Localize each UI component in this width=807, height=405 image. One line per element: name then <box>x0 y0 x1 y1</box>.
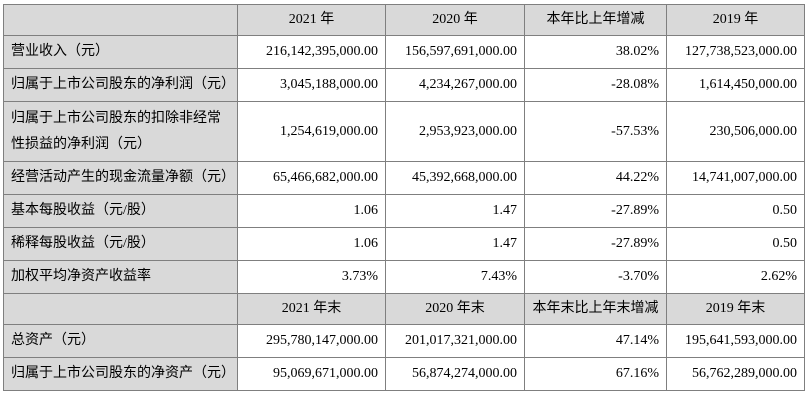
cell-value: 230,506,000.00 <box>666 101 805 162</box>
cell-value: 67.16% <box>524 357 667 391</box>
cell-value: 1.47 <box>385 194 525 228</box>
cell-value: 2.62% <box>666 260 805 294</box>
row-label: 经营活动产生的现金流量净额（元） <box>3 161 238 195</box>
cell-value: -3.70% <box>524 260 667 294</box>
cell-value: 45,392,668,000.00 <box>385 161 525 195</box>
cell-value: -57.53% <box>524 101 667 162</box>
column-header-2020-end: 2020 年末 <box>385 293 525 325</box>
table-header-row-annual: 2021 年 2020 年 本年比上年增减 2019 年 <box>3 4 805 36</box>
row-label: 加权平均净资产收益率 <box>3 260 238 294</box>
cell-value: 195,641,593,000.00 <box>666 324 805 358</box>
column-header-2021-end: 2021 年末 <box>237 293 386 325</box>
cell-value: 56,874,274,000.00 <box>385 357 525 391</box>
cell-value: 14,741,007,000.00 <box>666 161 805 195</box>
cell-value: 3,045,188,000.00 <box>237 68 386 102</box>
cell-value: -27.89% <box>524 194 667 228</box>
table-row-diluted-eps: 稀释每股收益（元/股） 1.06 1.47 -27.89% 0.50 <box>3 227 805 261</box>
cell-value: 1.06 <box>237 194 386 228</box>
table-row-total-assets: 总资产（元） 295,780,147,000.00 201,017,321,00… <box>3 324 805 358</box>
column-header-2019: 2019 年 <box>666 4 805 36</box>
table-row-net-assets: 归属于上市公司股东的净资产（元） 95,069,671,000.00 56,87… <box>3 357 805 391</box>
table-row-net-profit-excl-nonrecurring: 归属于上市公司股东的扣除非经常性损益的净利润（元） 1,254,619,000.… <box>3 101 805 162</box>
cell-value: 7.43% <box>385 260 525 294</box>
table-row-operating-cash-flow: 经营活动产生的现金流量净额（元） 65,466,682,000.00 45,39… <box>3 161 805 195</box>
header-corner-cell <box>3 293 238 325</box>
cell-value: 3.73% <box>237 260 386 294</box>
cell-value: 1.06 <box>237 227 386 261</box>
cell-value: 47.14% <box>524 324 667 358</box>
row-label: 营业收入（元） <box>3 35 238 69</box>
column-header-2019-end: 2019 年末 <box>666 293 805 325</box>
cell-value: 38.02% <box>524 35 667 69</box>
cell-value: 0.50 <box>666 194 805 228</box>
cell-value: 1,254,619,000.00 <box>237 101 386 162</box>
column-header-yoy-end-change: 本年末比上年末增减 <box>524 293 667 325</box>
cell-value: 156,597,691,000.00 <box>385 35 525 69</box>
cell-value: 4,234,267,000.00 <box>385 68 525 102</box>
cell-value: 65,466,682,000.00 <box>237 161 386 195</box>
cell-value: 95,069,671,000.00 <box>237 357 386 391</box>
row-label: 归属于上市公司股东的净资产（元） <box>3 357 238 391</box>
row-label: 归属于上市公司股东的净利润（元） <box>3 68 238 102</box>
table-row-net-profit: 归属于上市公司股东的净利润（元） 3,045,188,000.00 4,234,… <box>3 68 805 102</box>
column-header-2020: 2020 年 <box>385 4 525 36</box>
row-label: 基本每股收益（元/股） <box>3 194 238 228</box>
cell-value: 1.47 <box>385 227 525 261</box>
row-label: 归属于上市公司股东的扣除非经常性损益的净利润（元） <box>3 101 238 162</box>
cell-value: 1,614,450,000.00 <box>666 68 805 102</box>
table-header-row-year-end: 2021 年末 2020 年末 本年末比上年末增减 2019 年末 <box>3 293 805 325</box>
cell-value: 0.50 <box>666 227 805 261</box>
column-header-2021: 2021 年 <box>237 4 386 36</box>
cell-value: 2,953,923,000.00 <box>385 101 525 162</box>
table-row-weighted-avg-roe: 加权平均净资产收益率 3.73% 7.43% -3.70% 2.62% <box>3 260 805 294</box>
cell-value: 56,762,289,000.00 <box>666 357 805 391</box>
table-row-basic-eps: 基本每股收益（元/股） 1.06 1.47 -27.89% 0.50 <box>3 194 805 228</box>
column-header-yoy-change: 本年比上年增减 <box>524 4 667 36</box>
cell-value: -28.08% <box>524 68 667 102</box>
cell-value: 44.22% <box>524 161 667 195</box>
row-label: 稀释每股收益（元/股） <box>3 227 238 261</box>
cell-value: 216,142,395,000.00 <box>237 35 386 69</box>
cell-value: -27.89% <box>524 227 667 261</box>
cell-value: 295,780,147,000.00 <box>237 324 386 358</box>
financial-summary-table: 2021 年 2020 年 本年比上年增减 2019 年 营业收入（元） 216… <box>3 4 805 391</box>
cell-value: 127,738,523,000.00 <box>666 35 805 69</box>
table-row-operating-revenue: 营业收入（元） 216,142,395,000.00 156,597,691,0… <box>3 35 805 69</box>
row-label: 总资产（元） <box>3 324 238 358</box>
cell-value: 201,017,321,000.00 <box>385 324 525 358</box>
header-corner-cell <box>3 4 238 36</box>
